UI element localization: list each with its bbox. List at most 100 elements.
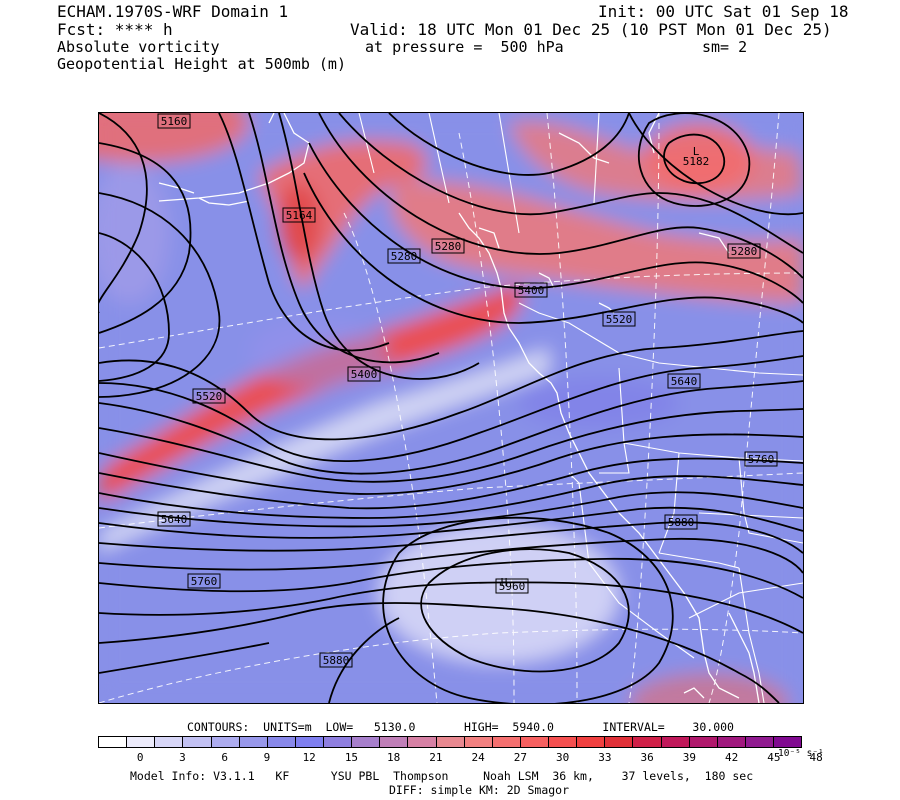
colorbar-tick-label: 30 (556, 751, 570, 764)
height-contour-line (99, 192, 221, 398)
colorbar-tick-label: 9 (263, 751, 271, 764)
height-contour-line (303, 172, 803, 324)
svg-text:5400: 5400 (351, 368, 378, 381)
valid-time: Valid: 18 UTC Mon 01 Dec 25 (10 PST Mon … (350, 20, 832, 39)
colorbar-swatch (717, 737, 746, 747)
field2-name: Geopotential Height at 500mb (m) (57, 55, 346, 73)
height-contour-line (218, 113, 390, 352)
colorbar-swatch (324, 737, 353, 747)
svg-text:5280: 5280 (435, 240, 462, 253)
colorbar-units: 10⁻⁵ s⁻¹ (778, 748, 824, 759)
colorbar-swatch (492, 737, 521, 747)
colorbar-tick-label: 15 (344, 751, 359, 764)
height-contour-line (99, 475, 803, 519)
colorbar-swatch (239, 737, 268, 747)
colorbar-tick-label: 36 (640, 751, 654, 764)
height-contour-line (99, 142, 192, 334)
colorbar-tick-label: 24 (471, 751, 485, 764)
contour-value-label: 5880 (664, 514, 698, 530)
colorbar-tick-label: 33 (598, 751, 612, 764)
height-contour-line (99, 491, 803, 528)
height-contour-line (99, 433, 803, 495)
height-contour-line (628, 113, 803, 216)
contour-value-label: 5760 (187, 573, 221, 589)
height-contour-line (663, 133, 725, 185)
height-contour-line (99, 521, 803, 554)
colorbar-tick-label: 48 (809, 751, 823, 764)
contour-info: CONTOURS: UNITS=m LOW= 5130.0 HIGH= 5940… (187, 720, 734, 734)
contour-labels: 5160 5164 5280 5280 5400 5520 5400 5520 5640 5640… (157, 113, 778, 668)
height-contour-line (248, 113, 440, 364)
pressure-level: at pressure = 500 hPa (365, 38, 564, 56)
contour-value-label: 5400 (514, 282, 548, 298)
height-contours (99, 113, 803, 703)
colorbar-swatch (605, 737, 634, 747)
contour-value-label: 5520 (192, 388, 226, 404)
svg-text:5164: 5164 (286, 209, 313, 222)
height-contour-line (338, 113, 803, 254)
low-pressure-marker: L (693, 145, 700, 158)
svg-text:5760: 5760 (191, 575, 218, 588)
colorbar-swatch (549, 737, 578, 747)
height-contour-line (637, 113, 751, 207)
height-contour-line (308, 142, 803, 304)
init-time: Init: 00 UTC Sat 01 Sep 18 (598, 2, 849, 21)
contour-value-label: 5520 (602, 311, 636, 327)
colorbar-ticks: 0 3 6 9 12 15 18 21 24 27 30 33 36 39 42 45 48 (98, 751, 823, 765)
height-contour-line (388, 113, 630, 176)
svg-text:5880: 5880 (323, 654, 350, 667)
contour-value-label: 5160 (157, 113, 191, 129)
colorbar-swatch (436, 737, 465, 747)
colorbar-tick-label: 3 (179, 751, 186, 764)
field1-name: Absolute vorticity (57, 38, 220, 56)
colorbar-swatch (774, 737, 802, 747)
svg-text:5160: 5160 (161, 115, 188, 128)
high-center: H (501, 576, 508, 589)
colorbar-tick-label: 0 (136, 751, 144, 764)
colorbar-swatch (661, 737, 690, 747)
colorbar-tick-label: 39 (682, 751, 696, 764)
colorbar-swatch (99, 737, 128, 747)
contour-value-label: 5182 (683, 155, 710, 168)
colorbar-swatch (183, 737, 212, 747)
height-contour-line (420, 548, 630, 673)
height-contour-line (99, 506, 803, 539)
contour-value-label: 5640 (667, 373, 701, 389)
svg-text:5880: 5880 (668, 516, 695, 529)
colorbar (98, 736, 802, 748)
height-contour-line (99, 557, 803, 599)
svg-text:5182: 5182 (683, 155, 710, 168)
low-center: L (693, 145, 700, 158)
height-contour-line (99, 581, 803, 634)
height-contour-line (382, 516, 674, 703)
colorbar-swatch (745, 737, 774, 747)
height-contour-line (99, 457, 803, 510)
height-contour-line (318, 113, 803, 279)
height-contour-line (99, 642, 270, 674)
contour-value-label: 5164 (282, 207, 316, 223)
height-contour-line (99, 537, 803, 574)
svg-text:5280: 5280 (731, 245, 758, 258)
height-contour-line (99, 355, 803, 462)
height-contour-line (328, 617, 400, 703)
colorbar-tick-label: 21 (429, 751, 443, 764)
colorbar-swatch (633, 737, 662, 747)
colorbar-tick-label: 6 (221, 751, 229, 764)
colorbar-tick-label: 45 (767, 751, 781, 764)
svg-text:5280: 5280 (391, 250, 418, 263)
contour-value-label: 5280 (387, 248, 421, 264)
contour-value-label: 5280 (431, 238, 465, 254)
high-pressure-marker: H (501, 576, 508, 589)
colorbar-swatch (380, 737, 409, 747)
height-contour-line (278, 113, 480, 380)
colorbar-swatch (520, 737, 549, 747)
colorbar-swatch (577, 737, 606, 747)
svg-text:5640: 5640 (671, 375, 698, 388)
svg-text:5520: 5520 (196, 390, 223, 403)
colorbar-swatch (689, 737, 718, 747)
model-info: Model Info: V3.1.1 KF YSU PBL Thompson N… (130, 769, 754, 783)
svg-text:5640: 5640 (161, 513, 188, 526)
height-contour-line (99, 330, 803, 441)
colorbar-swatch (295, 737, 324, 747)
height-contour-line (99, 408, 803, 483)
